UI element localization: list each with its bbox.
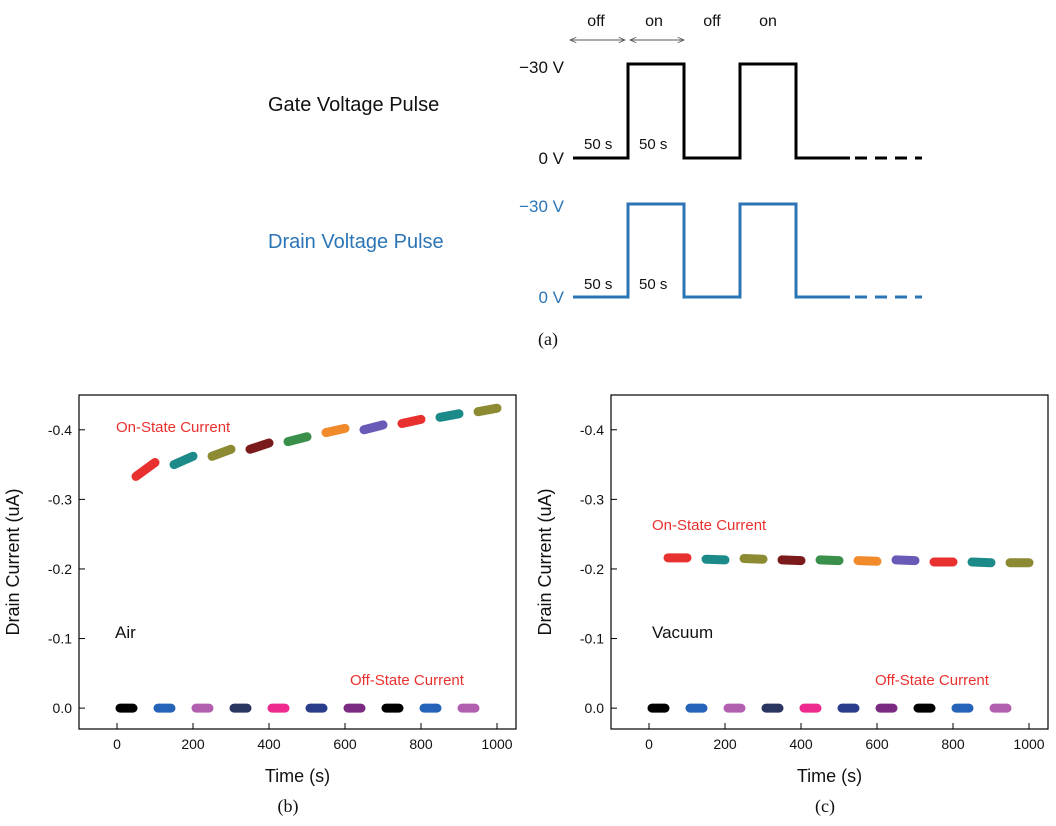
on-state-segment bbox=[397, 414, 426, 429]
on-state-segment bbox=[473, 403, 502, 417]
gate-on-duration: 50 s bbox=[639, 136, 667, 153]
y-tick-label: -0.2 bbox=[48, 561, 72, 577]
y-tick-label: -0.1 bbox=[48, 631, 72, 647]
on-state-segment bbox=[967, 557, 996, 568]
on-state-segment bbox=[777, 555, 806, 566]
x-tick-label: 800 bbox=[941, 736, 965, 752]
on-state-segment bbox=[739, 554, 768, 564]
x-tick-label: 200 bbox=[713, 736, 737, 752]
off-state-label: Off-State Current bbox=[350, 672, 465, 689]
phase-label-on-1: on bbox=[645, 13, 663, 30]
x-tick-label: 800 bbox=[409, 736, 433, 752]
x-axis-label: Time (s) bbox=[265, 766, 330, 786]
y-axis-label: Drain Current (uA) bbox=[535, 488, 555, 635]
on-state-segment bbox=[853, 556, 882, 566]
y-tick-label: -0.4 bbox=[580, 422, 604, 438]
off-state-label: Off-State Current bbox=[875, 672, 990, 689]
y-tick-label: -0.3 bbox=[48, 491, 72, 507]
y-tick-label: -0.3 bbox=[580, 491, 604, 507]
drain-low-label: 0 V bbox=[538, 288, 564, 307]
plot-frame bbox=[78, 394, 517, 730]
caption-c: (c) bbox=[815, 796, 835, 817]
drain-on-duration: 50 s bbox=[639, 276, 667, 293]
gate-pulse-label: Gate Voltage Pulse bbox=[268, 94, 439, 116]
on-state-segment bbox=[283, 432, 312, 447]
x-tick-label: 400 bbox=[789, 736, 813, 752]
gate-high-label: −30 V bbox=[519, 58, 565, 77]
on-state-segment bbox=[435, 409, 464, 422]
x-tick-label: 600 bbox=[333, 736, 357, 752]
on-state-segment bbox=[701, 554, 730, 565]
x-tick-label: 400 bbox=[257, 736, 281, 752]
on-state-label: On-State Current bbox=[652, 517, 767, 534]
x-tick-label: 200 bbox=[181, 736, 205, 752]
y-axis-label: Drain Current (uA) bbox=[3, 488, 23, 635]
caption-a: (a) bbox=[538, 329, 558, 350]
x-tick-label: 0 bbox=[645, 736, 653, 752]
drain-off-duration: 50 s bbox=[584, 276, 612, 293]
on-state-segment bbox=[891, 555, 920, 566]
on-state-segment bbox=[169, 451, 198, 470]
phase-label-off-2: off bbox=[703, 13, 721, 30]
y-tick-label: 0.0 bbox=[53, 700, 73, 716]
y-tick-label: -0.4 bbox=[48, 422, 72, 438]
drain-high-label: −30 V bbox=[519, 197, 565, 216]
pulse-diagram: off on off on Gate Voltage Pulse −30 V 0… bbox=[268, 13, 922, 350]
drain-pulse-label: Drain Voltage Pulse bbox=[268, 231, 444, 253]
y-tick-label: -0.2 bbox=[580, 561, 604, 577]
caption-b: (b) bbox=[278, 796, 299, 817]
on-state-segment bbox=[359, 420, 388, 435]
x-tick-label: 0 bbox=[113, 736, 121, 752]
on-state-segment bbox=[245, 438, 274, 454]
x-tick-label: 1000 bbox=[481, 736, 512, 752]
y-tick-label: 0.0 bbox=[585, 700, 605, 716]
x-axis-label: Time (s) bbox=[797, 766, 862, 786]
phase-label-on-2: on bbox=[759, 13, 777, 30]
on-state-segment bbox=[207, 444, 236, 461]
gate-low-label: 0 V bbox=[538, 149, 564, 168]
gate-pulse-trace bbox=[573, 62, 850, 160]
y-tick-label: -0.1 bbox=[580, 631, 604, 647]
chart-panel-air: 0 200 400 600 800 1000 0.0 -0.1 -0.2 -0.3 -0.4 Time… bbox=[3, 394, 517, 786]
environment-label: Vacuum bbox=[652, 623, 713, 642]
environment-label: Air bbox=[115, 623, 136, 642]
phase-label-off-1: off bbox=[587, 13, 605, 30]
chart-panel-vacuum: 0 200 400 600 800 1000 0.0 -0.1 -0.2 -0.3 -0.4 Time… bbox=[535, 394, 1049, 786]
on-state-segment bbox=[321, 423, 350, 438]
drain-pulse-trace bbox=[573, 202, 850, 299]
on-state-segment bbox=[815, 555, 844, 566]
x-tick-label: 1000 bbox=[1013, 736, 1044, 752]
plot-frame bbox=[610, 394, 1049, 730]
x-tick-label: 600 bbox=[865, 736, 889, 752]
on-state-segment bbox=[131, 457, 160, 481]
on-state-label: On-State Current bbox=[116, 419, 231, 436]
gate-off-duration: 50 s bbox=[584, 136, 612, 153]
